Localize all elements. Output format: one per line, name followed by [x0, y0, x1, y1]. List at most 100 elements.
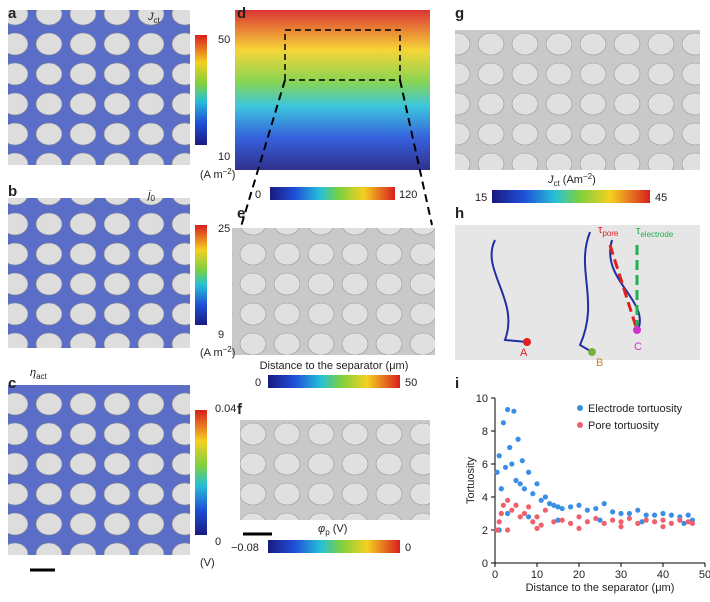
point: [685, 512, 691, 518]
zoom-line: [399, 79, 433, 226]
colorbar: [195, 410, 207, 535]
panel-label: h: [455, 205, 464, 222]
point: [530, 491, 536, 497]
point: [494, 469, 500, 475]
y-tick-label: 6: [482, 459, 488, 471]
quantity: φp (V): [318, 523, 347, 537]
point: [618, 524, 624, 530]
path-b: [578, 231, 593, 353]
panel-label: a: [8, 5, 17, 22]
point: [593, 515, 599, 522]
unit: (A m−2): [200, 345, 235, 359]
panel-label: d: [237, 5, 246, 22]
point: [542, 507, 549, 513]
y-axis-label: Tortuosity: [465, 456, 477, 504]
quantity: Jct: [147, 11, 161, 25]
point: [505, 527, 511, 533]
point: [601, 501, 607, 507]
point: [559, 517, 565, 523]
point: [509, 507, 515, 513]
render-g: [455, 30, 700, 170]
colorbar: [492, 190, 650, 203]
point: [626, 515, 633, 522]
point: [601, 520, 607, 527]
legend-marker: [577, 405, 583, 411]
cb-label: 45: [655, 192, 667, 204]
point: [584, 519, 591, 525]
point: [677, 517, 683, 523]
render-b: [8, 198, 190, 348]
point: [511, 408, 517, 414]
point: [526, 469, 532, 475]
panel-label: e: [237, 205, 245, 222]
cb-label: −0.08: [231, 542, 259, 554]
point: [660, 517, 666, 523]
y-tick-label: 2: [482, 525, 488, 537]
y-tick-label: 0: [482, 558, 488, 570]
point: [626, 510, 633, 517]
point: [568, 504, 574, 510]
point: [530, 519, 536, 525]
x-tick-label: 20: [573, 569, 585, 581]
colorbar: [268, 375, 400, 388]
images: [8, 10, 700, 572]
legend-label: Electrode tortuosity: [588, 403, 683, 415]
render-d: [235, 10, 430, 170]
point: [521, 486, 528, 492]
point: [576, 525, 582, 531]
cb-label: 25: [218, 223, 230, 235]
x-axis-label: Distance to the separator (μm): [526, 582, 675, 594]
colorbar: [268, 540, 400, 553]
marker-c: [633, 326, 641, 334]
point: [635, 520, 641, 527]
point: [505, 406, 511, 413]
cb-label: 120: [399, 189, 417, 201]
point: [618, 510, 624, 517]
point: [643, 512, 649, 518]
y-tick-label: 4: [482, 492, 488, 504]
point: [652, 519, 658, 525]
labels: a Jct 50 10 (A m−2) b j0 25 9 (A m−2) c …: [8, 5, 674, 569]
cb-label: 50: [218, 34, 230, 46]
point: [496, 519, 502, 525]
point: [502, 464, 509, 470]
point: [559, 505, 565, 512]
point: [576, 514, 582, 520]
point: [500, 502, 506, 508]
point: [534, 525, 540, 531]
x-tick-label: 40: [657, 569, 669, 581]
point: [668, 520, 675, 527]
cb-label: 0: [255, 189, 261, 201]
zoom-line: [239, 79, 286, 231]
point: [685, 519, 691, 525]
point: [610, 517, 616, 523]
tau-pore: τpore: [598, 224, 619, 238]
y-tick-label: 10: [476, 393, 488, 405]
point: [597, 517, 603, 523]
x-tick-label: 50: [699, 569, 710, 581]
point: [538, 497, 544, 503]
cb-label: 10: [218, 151, 230, 163]
legend-marker: [577, 422, 583, 428]
x-tick-label: 0: [492, 569, 498, 581]
cb-label: 0.04: [215, 403, 236, 415]
cb-label: 0: [255, 377, 261, 389]
point: [551, 519, 557, 525]
point: [689, 520, 696, 527]
point: [509, 461, 515, 467]
point: [576, 502, 582, 508]
path-a: [490, 239, 528, 343]
point: [513, 502, 519, 508]
point: [542, 494, 549, 500]
point: [496, 453, 502, 459]
point: [610, 509, 616, 515]
cb-label: 0: [215, 536, 221, 548]
cb-label: 9: [218, 329, 224, 341]
marker-b: [588, 348, 596, 356]
point: [639, 519, 645, 525]
point: [643, 517, 649, 523]
point: [517, 514, 523, 520]
point: [521, 510, 528, 517]
legend-label: Pore tortuosity: [588, 420, 659, 432]
